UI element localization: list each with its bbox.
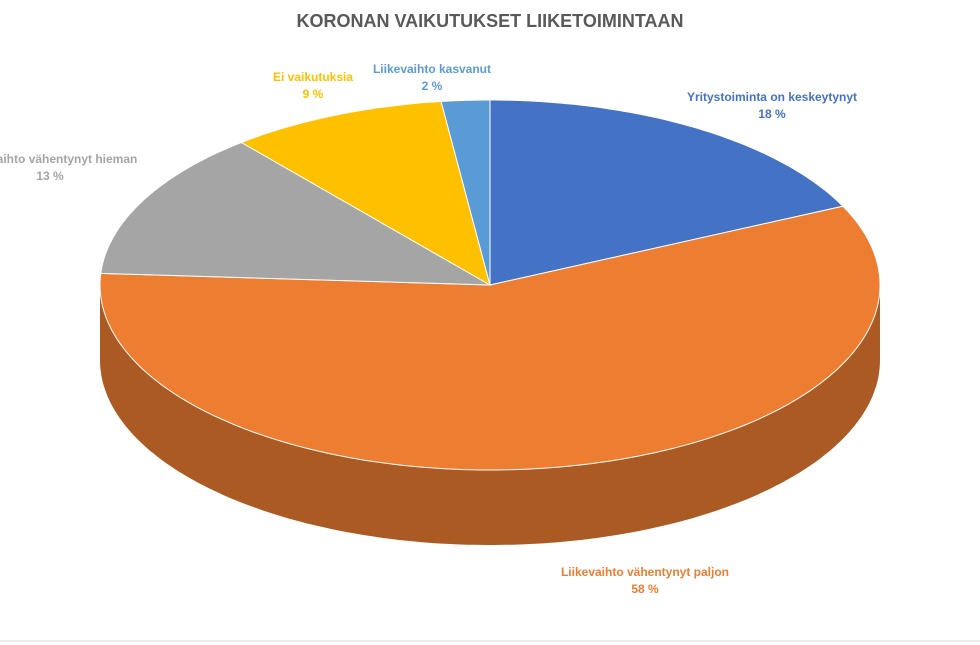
- slice: [489, 99, 844, 286]
- data-label-name: Yritystoiminta on keskeytynyt: [687, 90, 857, 104]
- data-label-value: 18 %: [758, 107, 786, 121]
- data-label-value: 2 %: [422, 79, 443, 93]
- data-label-name: Liikevaihto kasvanut: [373, 62, 491, 76]
- data-label-value: 58 %: [631, 582, 659, 596]
- data-label-value: 13 %: [36, 169, 64, 183]
- data-label-value: 9 %: [303, 87, 324, 101]
- slice: [99, 205, 881, 471]
- slice: [240, 100, 491, 287]
- slice: [100, 141, 491, 286]
- slice-side: [100, 285, 880, 545]
- data-label-name: Liikevaihto vähentynyt hieman: [0, 152, 137, 166]
- slice: [440, 99, 491, 286]
- chart-title: KORONAN VAIKUTUKSET LIIKETOIMINTAAN: [297, 11, 684, 31]
- data-label-name: Ei vaikutuksia: [273, 70, 353, 84]
- data-label-name: Liikevaihto vähentynyt paljon: [561, 565, 729, 579]
